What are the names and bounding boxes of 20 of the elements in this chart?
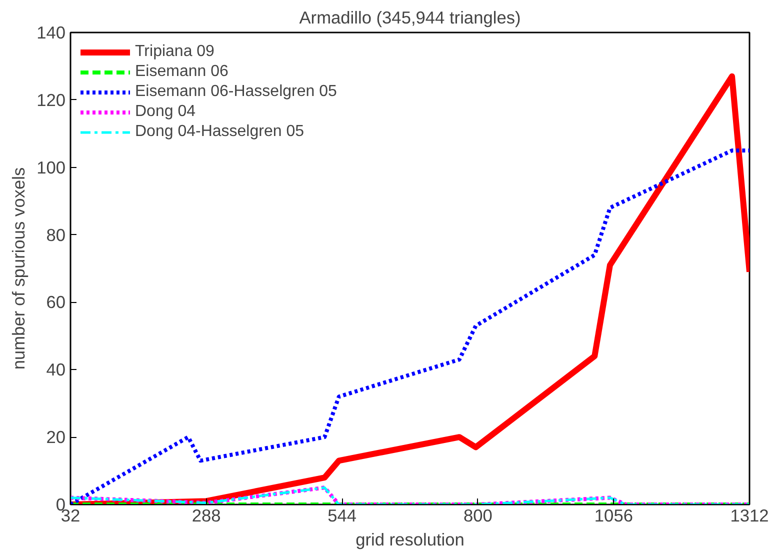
y-tick-label: 60 <box>46 292 66 312</box>
x-tick-label: 288 <box>192 506 221 526</box>
x-tick-label: 1056 <box>594 506 633 526</box>
y-axis-title: number of spurious voxels <box>8 167 29 370</box>
x-axis-title: grid resolution <box>356 530 464 550</box>
legend-label: Dong 04 <box>135 103 196 121</box>
y-tick-label: 80 <box>46 224 66 245</box>
y-tick-label: 40 <box>46 360 66 380</box>
legend-label: Dong 04-Hasselgren 05 <box>135 123 304 141</box>
x-tick-label: 544 <box>328 506 357 526</box>
legend-label: Eisemann 06-Hasselgren 05 <box>135 83 337 101</box>
legend-label: Eisemann 06 <box>135 63 228 81</box>
y-tick-label: 20 <box>46 427 66 448</box>
legend-label: Tripiana 09 <box>135 43 214 61</box>
y-tick-label: 100 <box>36 157 66 178</box>
x-tick-label: 800 <box>463 506 492 526</box>
y-tick-label: 120 <box>36 90 66 110</box>
chart-title: Armadillo (345,944 triangles) <box>299 8 521 28</box>
y-tick-label: 140 <box>36 22 66 42</box>
x-tick-label: 1312 <box>730 506 769 526</box>
